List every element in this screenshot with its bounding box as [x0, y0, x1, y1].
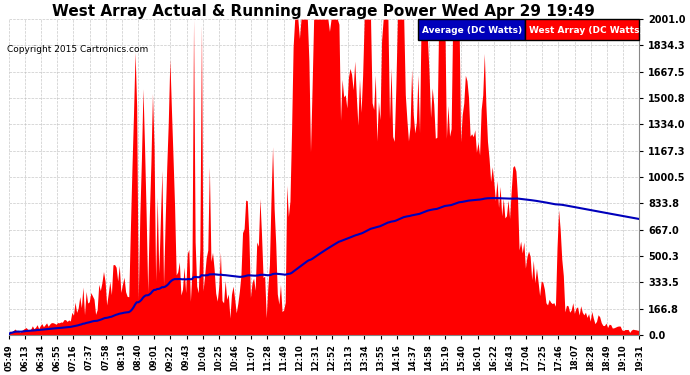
Title: West Array Actual & Running Average Power Wed Apr 29 19:49: West Array Actual & Running Average Powe… [52, 4, 595, 19]
Text: Average (DC Watts): Average (DC Watts) [422, 26, 522, 35]
Text: Copyright 2015 Cartronics.com: Copyright 2015 Cartronics.com [7, 45, 148, 54]
Text: West Array (DC Watts): West Array (DC Watts) [529, 26, 643, 35]
